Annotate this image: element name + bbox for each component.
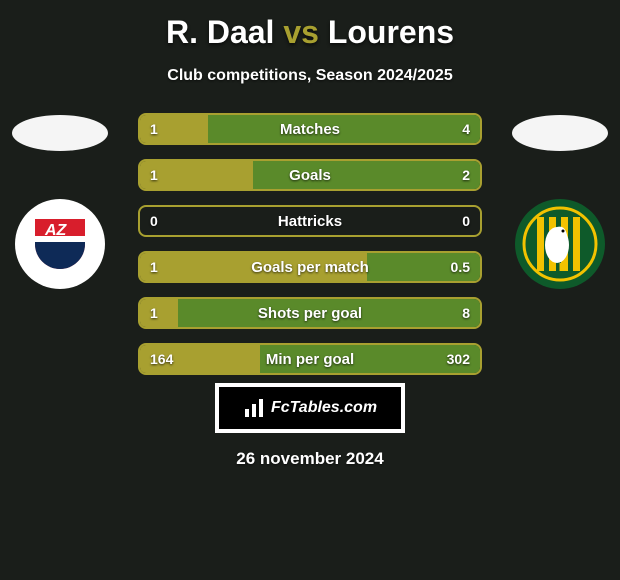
brand-text: FcTables.com xyxy=(271,399,377,417)
stat-label: Min per goal xyxy=(266,351,354,368)
stat-row: 1 8 Shots per goal xyxy=(138,297,482,329)
stat-value-left: 1 xyxy=(150,259,158,275)
stat-label: Hattricks xyxy=(278,213,342,230)
date-text: 26 november 2024 xyxy=(0,449,620,469)
stat-label: Goals per match xyxy=(251,259,369,276)
stat-value-right: 8 xyxy=(462,305,470,321)
subtitle: Club competitions, Season 2024/2025 xyxy=(0,67,620,85)
stat-value-right: 4 xyxy=(462,121,470,137)
ado-crest-icon xyxy=(521,205,599,283)
stat-row: 1 0.5 Goals per match xyxy=(138,251,482,283)
stat-label: Shots per goal xyxy=(258,305,362,322)
stat-value-right: 302 xyxy=(447,351,470,367)
stat-value-right: 0 xyxy=(462,213,470,229)
stat-value-left: 0 xyxy=(150,213,158,229)
stats-panel: 1 4 Matches 1 2 Goals 0 0 Hattricks 1 0.5 Goals per… xyxy=(138,113,482,375)
right-column xyxy=(500,113,620,289)
stat-value-left: 1 xyxy=(150,305,158,321)
stat-row: 0 0 Hattricks xyxy=(138,205,482,237)
stat-row: 164 302 Min per goal xyxy=(138,343,482,375)
stat-label: Goals xyxy=(289,167,331,184)
player1-club-crest: AZ xyxy=(15,199,105,289)
stat-fill-right xyxy=(253,161,480,189)
stat-fill-left xyxy=(140,299,178,327)
stat-row: 1 4 Matches xyxy=(138,113,482,145)
brand-box: FcTables.com xyxy=(215,383,405,433)
stat-value-left: 164 xyxy=(150,351,173,367)
stat-value-left: 1 xyxy=(150,121,158,137)
svg-text:AZ: AZ xyxy=(44,222,68,239)
stat-value-left: 1 xyxy=(150,167,158,183)
stat-fill-right xyxy=(208,115,480,143)
stat-row: 1 2 Goals xyxy=(138,159,482,191)
player1-name: R. Daal xyxy=(166,14,274,50)
player2-flag xyxy=(512,115,608,151)
az-crest-icon: AZ xyxy=(25,209,95,279)
stat-label: Matches xyxy=(280,121,340,138)
chart-icon xyxy=(243,397,265,419)
player1-flag xyxy=(12,115,108,151)
player2-club-crest xyxy=(515,199,605,289)
page-title: R. Daal vs Lourens xyxy=(0,0,620,51)
player2-name: Lourens xyxy=(328,14,454,50)
stat-value-right: 2 xyxy=(462,167,470,183)
stat-value-right: 0.5 xyxy=(451,259,470,275)
vs-separator: vs xyxy=(283,14,319,50)
left-column: AZ xyxy=(0,113,120,289)
